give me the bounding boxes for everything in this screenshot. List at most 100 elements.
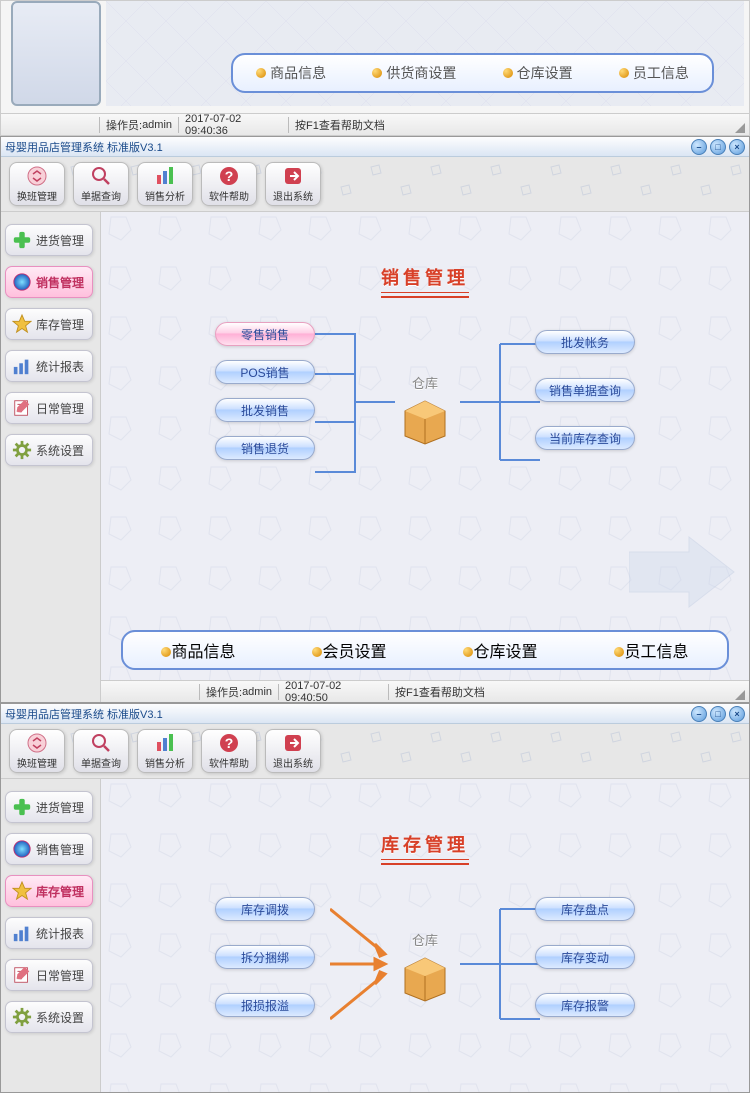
sidebar-label: 销售管理 — [36, 841, 84, 858]
center-warehouse: 仓库 — [400, 373, 450, 451]
status-bar: 操作员:admin 2017-07-02 09:40:50 按F1查看帮助文档 — [101, 680, 749, 702]
minimize-button[interactable]: – — [691, 139, 707, 155]
maximize-button[interactable]: □ — [710, 139, 726, 155]
resize-grip[interactable] — [735, 123, 745, 133]
flow-pill-right-1[interactable]: 库存变动 — [535, 945, 635, 969]
note-icon — [12, 398, 32, 418]
toolbar-bars-button[interactable]: 销售分析 — [137, 729, 193, 773]
bullet-icon — [463, 647, 473, 657]
sidebar-item-2[interactable]: 库存管理 — [5, 308, 93, 340]
flow-pill-right-0[interactable]: 库存盘点 — [535, 897, 635, 921]
sidebar-item-4[interactable]: 日常管理 — [5, 392, 93, 424]
close-button[interactable]: × — [729, 706, 745, 722]
toolbar-label: 销售分析 — [145, 755, 185, 770]
flow-pill-left-1[interactable]: POS销售 — [215, 360, 315, 384]
sidebar-label: 进货管理 — [36, 799, 84, 816]
bullet-icon — [503, 68, 513, 78]
flow-diagram: 仓库 库存调拨拆分捆绑报损报溢 库存盘点库存变动库存报警 — [215, 889, 635, 1049]
sidebar-item-0[interactable]: 进货管理 — [5, 791, 93, 823]
sidebar-item-1[interactable]: 销售管理 — [5, 266, 93, 298]
link-staff[interactable]: 员工信息 — [614, 638, 688, 662]
toolbar-help-button[interactable]: ?软件帮助 — [201, 162, 257, 206]
flow-pill-right-2[interactable]: 库存报警 — [535, 993, 635, 1017]
sidebar-label: 库存管理 — [36, 883, 84, 900]
sidebar-item-0[interactable]: 进货管理 — [5, 224, 93, 256]
toolbar-exit-button[interactable]: 退出系统 — [265, 162, 321, 206]
window-title: 母婴用品店管理系统 标准版V3.1 — [5, 706, 163, 722]
toolbar-bars-button[interactable]: 销售分析 — [137, 162, 193, 206]
sidebar-item-3[interactable]: 统计报表 — [5, 917, 93, 949]
main-bg-fragment: 商品信息 供货商设置 仓库设置 员工信息 — [106, 1, 744, 106]
exit-icon — [282, 165, 304, 187]
link-product[interactable]: 商品信息 — [256, 63, 326, 83]
link-product[interactable]: 商品信息 — [161, 638, 235, 662]
flow-pill-left-0[interactable]: 库存调拨 — [215, 897, 315, 921]
ball-icon — [12, 272, 32, 292]
sidebar-fragment — [11, 1, 101, 106]
status-operator: 操作员:admin — [199, 684, 278, 700]
connector-left — [315, 322, 395, 482]
minimize-button[interactable]: – — [691, 706, 707, 722]
toolbar-swap-button[interactable]: 换班管理 — [9, 729, 65, 773]
decor-arrow-icon — [629, 532, 739, 612]
close-button[interactable]: × — [729, 139, 745, 155]
sidebar-item-3[interactable]: 统计报表 — [5, 350, 93, 382]
link-supplier[interactable]: 供货商设置 — [372, 63, 456, 83]
toolbar-search-button[interactable]: 单据查询 — [73, 162, 129, 206]
bullet-icon — [619, 68, 629, 78]
sidebar-label: 统计报表 — [36, 925, 84, 942]
flow-pill-left-3[interactable]: 销售退货 — [215, 436, 315, 460]
flow-pill-left-2[interactable]: 报损报溢 — [215, 993, 315, 1017]
status-bar: 操作员:admin 2017-07-02 09:40:36 按F1查看帮助文档 — [1, 113, 749, 135]
flow-pill-right-2[interactable]: 当前库存查询 — [535, 426, 635, 450]
toolbar-label: 换班管理 — [17, 755, 57, 770]
maximize-button[interactable]: □ — [710, 706, 726, 722]
status-help: 按F1查看帮助文档 — [288, 117, 746, 133]
sidebar: 进货管理销售管理库存管理统计报表日常管理系统设置 — [1, 212, 101, 702]
flow-pill-right-1[interactable]: 销售单据查询 — [535, 378, 635, 402]
exit-icon — [282, 732, 304, 754]
flow-pill-left-2[interactable]: 批发销售 — [215, 398, 315, 422]
bullet-icon — [614, 647, 624, 657]
resize-grip[interactable] — [735, 690, 745, 700]
toolbar: 换班管理单据查询销售分析?软件帮助退出系统 — [1, 157, 749, 212]
link-member[interactable]: 会员设置 — [312, 638, 386, 662]
toolbar-search-button[interactable]: 单据查询 — [73, 729, 129, 773]
toolbar-label: 软件帮助 — [209, 755, 249, 770]
status-time: 2017-07-02 09:40:36 — [178, 117, 288, 133]
toolbar-swap-button[interactable]: 换班管理 — [9, 162, 65, 206]
sidebar-item-5[interactable]: 系统设置 — [5, 434, 93, 466]
window-title: 母婴用品店管理系统 标准版V3.1 — [5, 139, 163, 155]
flow-pill-left-1[interactable]: 拆分捆绑 — [215, 945, 315, 969]
link-staff[interactable]: 员工信息 — [619, 63, 689, 83]
sidebar: 进货管理销售管理库存管理统计报表日常管理系统设置 — [1, 779, 101, 1093]
toolbar-help-button[interactable]: ? 软件帮助 — [201, 729, 257, 773]
connector-right — [460, 332, 540, 472]
flow-pill-left-0[interactable]: 零售销售 — [215, 322, 315, 346]
plus-icon — [12, 230, 32, 250]
sidebar-item-4[interactable]: 日常管理 — [5, 959, 93, 991]
toolbar-exit-button[interactable]: 退出系统 — [265, 729, 321, 773]
bullet-icon — [312, 647, 322, 657]
sidebar-item-5[interactable]: 系统设置 — [5, 1001, 93, 1033]
box-icon — [400, 396, 450, 446]
swap-icon — [26, 165, 48, 187]
flow-pill-right-0[interactable]: 批发帐务 — [535, 330, 635, 354]
sidebar-label: 日常管理 — [36, 967, 84, 984]
note-icon — [12, 965, 32, 985]
main-panel: 销售管理 仓库 零售销售POS销售批发销售销售退货 批发帐务 — [101, 212, 749, 702]
sidebar-item-2[interactable]: 库存管理 — [5, 875, 93, 907]
box-icon — [400, 953, 450, 1003]
chart-icon — [12, 923, 32, 943]
sidebar-label: 销售管理 — [36, 274, 84, 291]
status-time: 2017-07-02 09:40:50 — [278, 684, 388, 700]
app-window-inventory: 母婴用品店管理系统 标准版V3.1 – □ × 换班管理 单据查询 销售分析? 软件帮… — [0, 703, 750, 1093]
link-warehouse[interactable]: 仓库设置 — [503, 63, 573, 83]
search-icon — [90, 732, 112, 754]
link-warehouse[interactable]: 仓库设置 — [463, 638, 537, 662]
sidebar-item-1[interactable]: 销售管理 — [5, 833, 93, 865]
sidebar-label: 系统设置 — [36, 1009, 84, 1026]
toolbar-label: 单据查询 — [81, 755, 121, 770]
connector-right — [460, 894, 540, 1034]
svg-text:?: ? — [225, 735, 234, 751]
